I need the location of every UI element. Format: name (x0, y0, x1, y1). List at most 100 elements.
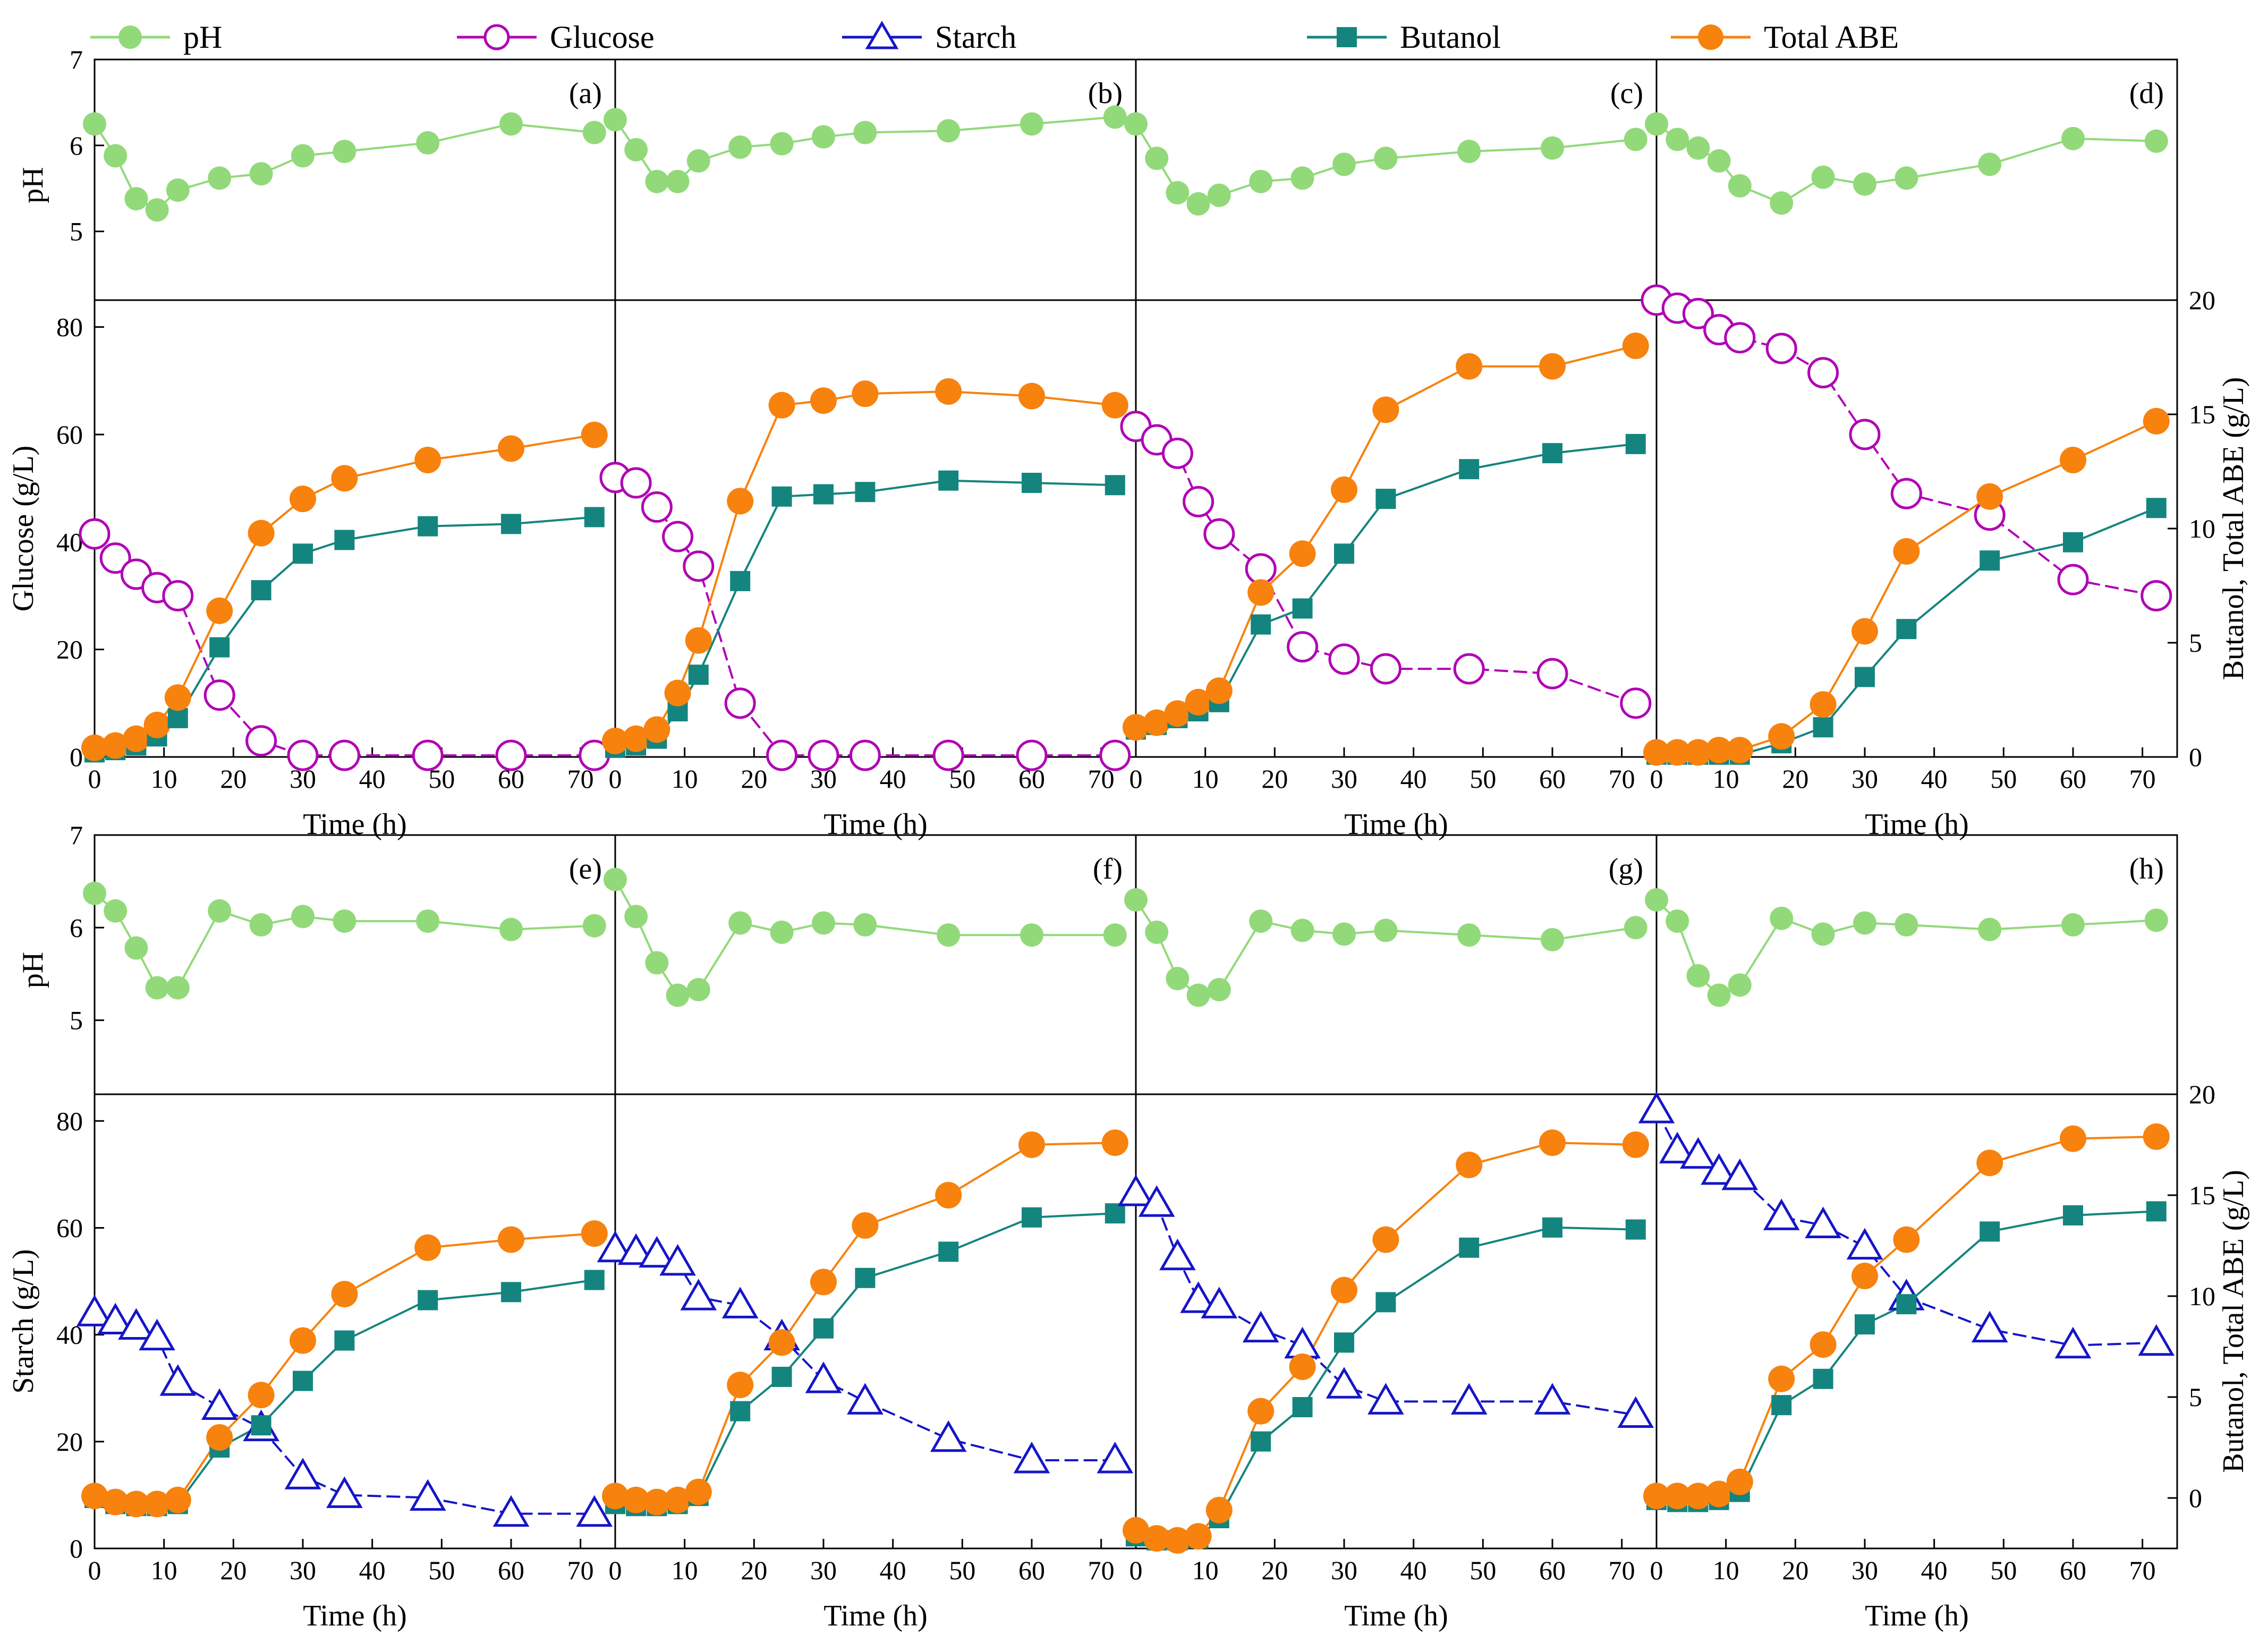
panel-f-starch-point (930, 1420, 967, 1452)
starch-y-title: Starch (g/L) (7, 1249, 40, 1393)
panel-g-butanol-point (1542, 1217, 1562, 1238)
panel-c-abe-point (1143, 709, 1170, 736)
panel-a-glucose-point (287, 739, 319, 771)
panel-g-x-tick-label: 50 (1469, 1555, 1496, 1585)
panel-b-abe-point (1018, 382, 1045, 410)
panel-a-ph-point (582, 121, 606, 144)
panel-f-starch-point (639, 1236, 675, 1268)
panel-g-letter: (g) (1609, 853, 1643, 886)
panel-g-abe-point (1205, 1496, 1233, 1523)
panel-c-x-tick-label: 70 (1609, 764, 1635, 794)
panel-e-butanol-point (293, 1370, 313, 1391)
panel-e-ph-point (416, 909, 440, 933)
panel-f-ph-point (624, 905, 648, 929)
panel-f-ph-point (728, 911, 752, 935)
panel-h-starch-point (2138, 1324, 2175, 1356)
panel-a-x-tick-label: 40 (359, 764, 386, 794)
panel-b-ph-point (728, 135, 752, 159)
right-y-tick-label: 0 (2189, 742, 2202, 772)
panel-a-glucose-point (79, 518, 111, 550)
panel-e-abe-point (331, 1281, 358, 1308)
right-y-tick-label: 15 (2189, 1180, 2215, 1210)
right-y-tick-label: 10 (2189, 1281, 2215, 1311)
panel-h-abe-point (2060, 1125, 2086, 1152)
panel-f-butanol-point (1022, 1207, 1042, 1228)
right-y-title: Butanol, Total ABE (g/L) (2217, 377, 2250, 680)
panel-g-abe-line (1135, 1142, 1636, 1542)
panel-d-abe-point (1664, 739, 1691, 766)
glucose-y-tick-label: 60 (56, 420, 83, 449)
panel-h-abe-point (1643, 1483, 1670, 1510)
panel-c-abe-point (1289, 540, 1316, 567)
panel-h-ph-point (1853, 911, 1876, 935)
panel-f-abe-point (643, 1488, 670, 1516)
starch-y-tick-label: 80 (56, 1106, 83, 1136)
panel-g-x-tick-label: 60 (1539, 1555, 1566, 1585)
panel-b-ph-point (624, 138, 648, 161)
panel-f-starch-point (847, 1383, 884, 1415)
panel-g-abe-point (1143, 1525, 1170, 1552)
panel-c-butanol-point (1375, 489, 1396, 509)
panel-h-x-tick-label: 20 (1782, 1555, 1808, 1585)
panel-e-abe-point (290, 1327, 316, 1354)
panel-g-starch-point (1159, 1238, 1196, 1271)
panel-e-abe-point (498, 1226, 524, 1253)
panel-c-glucose-point (1203, 518, 1235, 550)
panel-f-x-tick-label: 20 (741, 1555, 767, 1585)
panel-h-butanol-point (1771, 1395, 1792, 1416)
panel-f-abe-line (615, 1142, 1115, 1503)
panel-f-ph-point (604, 867, 627, 891)
panel-g-starch-point (1117, 1174, 1154, 1206)
panel-e-abe-line (94, 1232, 594, 1505)
panel-a-glucose-point (162, 580, 194, 611)
panel-h-abe-point (2143, 1123, 2170, 1150)
panel-c-ph-point (1166, 181, 1190, 205)
panel-b-ph-point (1103, 105, 1127, 129)
panel-b-glucose-line (615, 476, 1115, 756)
panel-b-ph-point (645, 169, 669, 193)
panel-h-abe-point (1976, 1150, 2003, 1177)
starch-y-tick-label: 0 (70, 1534, 83, 1563)
panel-f-starch-point (680, 1279, 717, 1310)
panel-c-x-tick-label: 60 (1539, 764, 1566, 794)
panel-a-butanol-point (209, 637, 230, 658)
panel-b-abe-point (768, 391, 795, 419)
panel-g-starch-point (1367, 1383, 1404, 1415)
panel-a-abe-point (206, 597, 233, 624)
panel-f-ph-frame (614, 834, 1137, 1095)
panel-b-abe-point (810, 387, 837, 414)
panel-c-glucose-point (1161, 437, 1193, 469)
panel-b-ph-point (853, 121, 877, 144)
panel-h-abe-point (1810, 1331, 1837, 1358)
panel-c-x-tick-label: 0 (1129, 764, 1143, 794)
panel-c-x-tick-label: 40 (1400, 764, 1427, 794)
ph-y-tick-label: 5 (70, 217, 83, 246)
panel-h-x-tick-label: 50 (1990, 1555, 2017, 1585)
starch-y-tick-label: 60 (56, 1213, 83, 1242)
panel-b-x-tick-label: 20 (741, 764, 767, 794)
panel-h-ph-point (1645, 888, 1668, 912)
panel-f-ph-point (812, 911, 835, 935)
panel-h-starch-point (1638, 1092, 1675, 1123)
panel-h-x-tick-label: 30 (1851, 1555, 1878, 1585)
panel-d-ph-point (1707, 149, 1731, 173)
panel-a-ph-point (166, 178, 190, 202)
panel-e-butanol-point (584, 1270, 605, 1290)
panel-h-butanol-point (1855, 1314, 1875, 1335)
panel-c-glucose-point (1620, 687, 1652, 719)
panel-g-abe-point (1539, 1129, 1566, 1156)
panel-f-butanol-point (855, 1267, 876, 1288)
panel-e-abe-point (206, 1424, 233, 1451)
panel-e-abe-point (102, 1488, 129, 1516)
panel-f-butanol-point (730, 1401, 751, 1421)
panel-d-ph-point (1666, 127, 1689, 151)
panel-g-abe-point (1456, 1152, 1483, 1178)
panel-f-starch-point (1013, 1442, 1050, 1474)
panel-h-letter: (h) (2129, 853, 2164, 886)
panel-h-abe-point (1726, 1468, 1753, 1495)
panel-a-ph-point (249, 162, 273, 186)
panel-g-ph-point (1374, 918, 1398, 942)
panel-c-ph-point (1145, 147, 1169, 171)
panel-g-butanol-point (1292, 1397, 1313, 1417)
panel-b-ph-point (686, 149, 710, 173)
